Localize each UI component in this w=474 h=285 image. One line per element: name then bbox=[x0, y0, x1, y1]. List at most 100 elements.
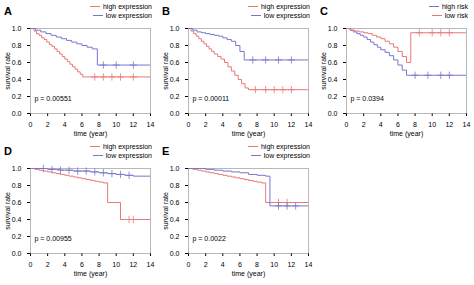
svg-text:0.0: 0.0 bbox=[170, 250, 180, 257]
svg-text:14: 14 bbox=[305, 121, 313, 128]
svg-text:0: 0 bbox=[187, 261, 191, 268]
svg-text:survival rate: survival rate bbox=[4, 52, 11, 90]
svg-text:4: 4 bbox=[379, 121, 383, 128]
html-text:high expression: high expression bbox=[103, 143, 152, 150]
svg-text:0.4: 0.4 bbox=[328, 76, 338, 83]
svg-text:time (year): time (year) bbox=[74, 130, 107, 138]
html-text:A: A bbox=[4, 5, 12, 17]
svg-text:time (year): time (year) bbox=[390, 130, 423, 138]
svg-text:0: 0 bbox=[345, 121, 349, 128]
html-text:D: D bbox=[4, 145, 12, 157]
svg-text:6: 6 bbox=[80, 261, 84, 268]
svg-text:1.0: 1.0 bbox=[12, 25, 22, 32]
svg-text:8: 8 bbox=[97, 121, 101, 128]
svg-text:1.0: 1.0 bbox=[12, 165, 22, 172]
svg-text:10: 10 bbox=[428, 121, 436, 128]
svg-text:p = 0.00955: p = 0.00955 bbox=[35, 235, 72, 243]
svg-text:4: 4 bbox=[221, 121, 225, 128]
svg-text:0.4: 0.4 bbox=[170, 76, 180, 83]
svg-text:2: 2 bbox=[362, 121, 366, 128]
svg-text:2: 2 bbox=[204, 261, 208, 268]
svg-text:12: 12 bbox=[287, 261, 295, 268]
svg-text:10: 10 bbox=[112, 121, 120, 128]
svg-text:time (year): time (year) bbox=[232, 130, 265, 138]
html-text:high expression: high expression bbox=[103, 3, 152, 10]
svg-text:2: 2 bbox=[46, 121, 50, 128]
svg-text:0.0: 0.0 bbox=[12, 250, 22, 257]
svg-text:8: 8 bbox=[97, 261, 101, 268]
svg-text:8: 8 bbox=[255, 121, 259, 128]
svg-text:12: 12 bbox=[129, 121, 137, 128]
svg-text:12: 12 bbox=[287, 121, 295, 128]
svg-text:14: 14 bbox=[147, 261, 155, 268]
svg-text:0.2: 0.2 bbox=[170, 93, 180, 100]
svg-text:2: 2 bbox=[46, 261, 50, 268]
svg-text:4: 4 bbox=[63, 121, 67, 128]
svg-text:survival rate: survival rate bbox=[162, 52, 169, 90]
svg-text:0: 0 bbox=[29, 121, 33, 128]
html-text:low risk: low risk bbox=[444, 12, 468, 19]
svg-text:0.8: 0.8 bbox=[170, 42, 180, 49]
svg-text:0.8: 0.8 bbox=[12, 42, 22, 49]
svg-text:0.2: 0.2 bbox=[12, 93, 22, 100]
html-text:high expression: high expression bbox=[261, 3, 310, 10]
svg-text:8: 8 bbox=[255, 261, 259, 268]
svg-text:survival rate: survival rate bbox=[4, 192, 11, 230]
svg-text:0.4: 0.4 bbox=[12, 216, 22, 223]
svg-text:12: 12 bbox=[445, 121, 453, 128]
svg-text:0.6: 0.6 bbox=[328, 59, 338, 66]
svg-text:0.6: 0.6 bbox=[12, 59, 22, 66]
svg-text:0.4: 0.4 bbox=[170, 216, 180, 223]
svg-text:survival rate: survival rate bbox=[162, 192, 169, 230]
svg-text:14: 14 bbox=[305, 261, 313, 268]
svg-text:4: 4 bbox=[221, 261, 225, 268]
svg-text:8: 8 bbox=[413, 121, 417, 128]
svg-text:p = 0.0022: p = 0.0022 bbox=[193, 235, 226, 243]
html-text:low expression: low expression bbox=[263, 12, 310, 19]
html-text:low expression: low expression bbox=[105, 12, 152, 19]
svg-text:0.6: 0.6 bbox=[12, 199, 22, 206]
svg-text:12: 12 bbox=[129, 261, 137, 268]
svg-text:10: 10 bbox=[270, 261, 278, 268]
svg-text:survival rate: survival rate bbox=[320, 52, 327, 90]
svg-text:p = 0.0394: p = 0.0394 bbox=[351, 95, 384, 103]
svg-text:6: 6 bbox=[238, 261, 242, 268]
svg-text:0.0: 0.0 bbox=[328, 110, 338, 117]
svg-text:14: 14 bbox=[147, 121, 155, 128]
svg-text:6: 6 bbox=[80, 121, 84, 128]
svg-text:10: 10 bbox=[270, 121, 278, 128]
html-text:low expression: low expression bbox=[105, 152, 152, 159]
svg-text:1.0: 1.0 bbox=[170, 25, 180, 32]
svg-text:0.8: 0.8 bbox=[170, 182, 180, 189]
svg-text:time (year): time (year) bbox=[232, 270, 265, 278]
svg-text:4: 4 bbox=[63, 261, 67, 268]
html-text:E: E bbox=[162, 145, 170, 157]
svg-text:0.8: 0.8 bbox=[12, 182, 22, 189]
svg-text:p = 0.00011: p = 0.00011 bbox=[193, 95, 230, 103]
svg-text:0: 0 bbox=[29, 261, 33, 268]
svg-text:time (year): time (year) bbox=[74, 270, 107, 278]
svg-text:1.0: 1.0 bbox=[328, 25, 338, 32]
svg-text:0: 0 bbox=[187, 121, 191, 128]
html-text:high expression: high expression bbox=[261, 143, 310, 150]
svg-text:1.0: 1.0 bbox=[170, 165, 180, 172]
html-text:B: B bbox=[162, 5, 170, 17]
svg-text:0.2: 0.2 bbox=[12, 233, 22, 240]
svg-text:0.6: 0.6 bbox=[170, 199, 180, 206]
svg-text:0.4: 0.4 bbox=[12, 76, 22, 83]
svg-text:0.0: 0.0 bbox=[170, 110, 180, 117]
svg-text:14: 14 bbox=[463, 121, 471, 128]
svg-text:0.2: 0.2 bbox=[170, 233, 180, 240]
svg-text:6: 6 bbox=[396, 121, 400, 128]
svg-text:0.2: 0.2 bbox=[328, 93, 338, 100]
svg-text:2: 2 bbox=[204, 121, 208, 128]
svg-text:10: 10 bbox=[112, 261, 120, 268]
html-text:low expression: low expression bbox=[263, 152, 310, 159]
svg-text:p = 0.00551: p = 0.00551 bbox=[35, 95, 72, 103]
html-text:high risk: high risk bbox=[441, 3, 468, 10]
html-text:C: C bbox=[320, 5, 328, 17]
svg-text:0.6: 0.6 bbox=[170, 59, 180, 66]
svg-text:0.8: 0.8 bbox=[328, 42, 338, 49]
svg-text:0.0: 0.0 bbox=[12, 110, 22, 117]
svg-text:6: 6 bbox=[238, 121, 242, 128]
